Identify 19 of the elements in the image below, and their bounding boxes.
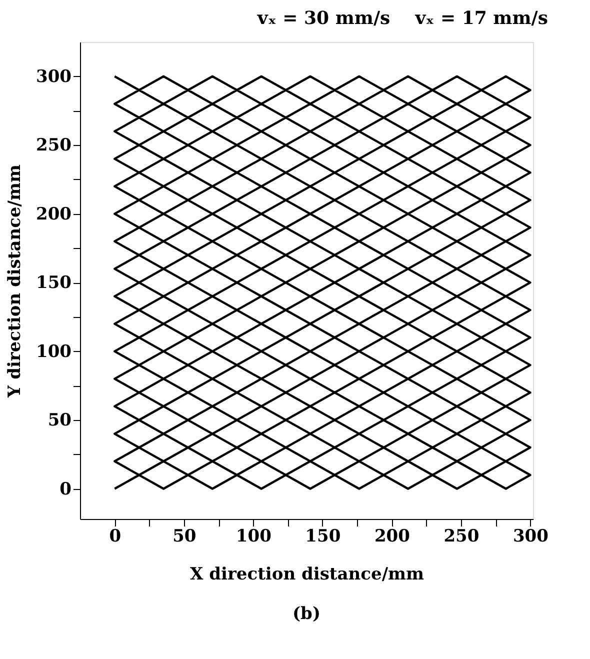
- line-series: [114, 75, 532, 490]
- x-tick-label: 300: [512, 526, 549, 546]
- y-tick-label: 200: [36, 204, 72, 224]
- y-tick-label: 150: [36, 273, 72, 294]
- y-tick-label: 300: [36, 66, 72, 87]
- y-tick-label: 250: [36, 136, 72, 156]
- text: (b): [292, 604, 320, 624]
- x-tick-label: 50: [172, 526, 196, 546]
- chart-title: vₓ = 30 mm/s vₓ = 17 mm/s: [256, 8, 548, 29]
- y-axis-title: Y direction distance/mm: [5, 164, 26, 398]
- x-axis-title: X direction distance/mm: [190, 564, 424, 584]
- y-tick-label: 100: [36, 342, 72, 362]
- x-tick-label: 0: [109, 526, 122, 546]
- y-tick-label: 50: [48, 410, 72, 431]
- x-tick-label: 100: [236, 526, 272, 546]
- x-tick-label: 150: [305, 526, 341, 546]
- y-tick-label: 0: [60, 479, 72, 500]
- x-tick-label: 250: [444, 526, 480, 546]
- x-tick-label: 200: [374, 526, 410, 546]
